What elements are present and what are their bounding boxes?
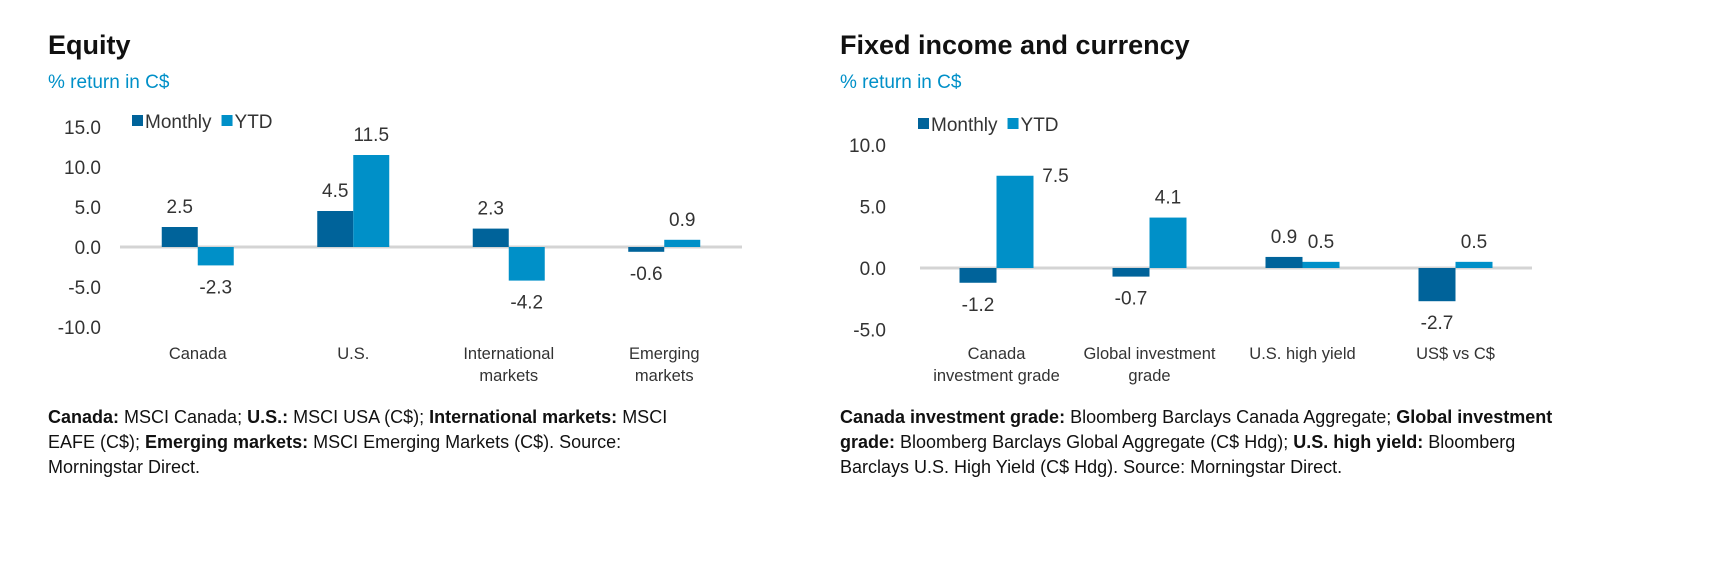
y-tick-label: 10.0 [64,158,101,179]
bar-monthly [1265,256,1303,268]
y-tick-label: 5.0 [75,198,101,219]
footnote-text: MSCI Emerging Markets (C$). Source: Morn… [48,432,622,477]
x-tick-label: investment grade [933,367,1060,385]
x-tick-label: Canada [968,345,1027,363]
bar-monthly [628,247,665,252]
footnote-text: MSCI EAFE (C$); [48,407,668,452]
x-tick-label: U.S. high yield [1249,345,1355,363]
y-tick-label: 0.0 [75,238,101,259]
bar-monthly [959,268,997,283]
footnote-term: U.S. high yield: [1293,432,1424,452]
x-tick-label: markets [479,367,538,385]
footnote-text: Bloomberg Barclays U.S. High Yield (C$ H… [840,432,1516,477]
y-tick-label: 5.0 [860,198,886,219]
data-label: -2.3 [199,277,232,298]
data-label: 2.5 [167,197,193,218]
bar-monthly [161,227,198,247]
legend-label: YTD [1021,115,1059,136]
bar-ytd [664,239,701,247]
bar-monthly [1418,268,1456,302]
equity-title: Equity [48,30,131,60]
bar-ytd [1302,261,1340,268]
footnote-term: Canada investment grade: [840,407,1066,427]
bar-ytd [996,175,1034,268]
legend-label: Monthly [145,112,212,133]
data-label: 4.1 [1155,188,1181,209]
data-label: 4.5 [322,181,348,202]
footnote-text: MSCI Canada; [119,407,248,427]
bar-monthly [317,211,354,247]
equity-subtitle: % return in C$ [48,72,170,93]
legend-swatch-ytd [1007,118,1019,129]
data-label: -2.7 [1421,313,1454,334]
bar-ytd [1149,217,1187,268]
x-tick-label: US$ vs C$ [1416,345,1495,363]
y-tick-label: -5.0 [68,278,101,299]
footnote-term: Emerging markets: [145,432,309,452]
footnote-text: MSCI USA (C$); [288,407,430,427]
data-label: -4.2 [510,293,543,314]
y-tick-label: 10.0 [849,136,886,157]
data-label: 2.3 [478,199,504,220]
bar-ytd [508,247,545,281]
legend-label: Monthly [931,115,998,136]
legend-swatch-monthly [132,115,143,126]
x-tick-label: Emerging [629,345,700,363]
data-label: -1.2 [962,295,995,316]
footnote-text: Bloomberg Barclays Canada Aggregate; [1065,407,1397,427]
data-label: 0.9 [1271,227,1297,248]
fixed-income-footnote: Canada investment grade: Bloomberg Barcl… [840,405,1560,480]
footnote-term: Canada: [48,407,120,427]
legend-swatch-monthly [918,118,929,129]
data-label: 0.9 [669,210,695,231]
data-label: 0.5 [1308,232,1334,253]
data-label: -0.7 [1115,289,1148,310]
x-tick-label: U.S. [337,345,369,363]
footnote-term: International markets: [429,407,618,427]
y-tick-label: 15.0 [64,118,101,139]
data-label: 7.5 [1042,166,1068,187]
x-tick-label: grade [1128,367,1170,385]
data-label: -0.6 [630,264,663,285]
footnote-term: Global investment grade: [840,407,1553,452]
y-tick-label: -10.0 [58,318,101,339]
bar-ytd [1455,261,1493,268]
bar-monthly [472,228,509,247]
fixed-income-subtitle: % return in C$ [840,72,962,93]
x-tick-label: markets [635,367,694,385]
bar-monthly [1112,268,1150,277]
charts: 15.0 10.0 5.0 0.0 -5.0 -10.0 2.5 -2.3 Canada 4.5 1… [58,112,1532,385]
footnote-text: Bloomberg Barclays Global Aggregate (C$ … [895,432,1294,452]
x-tick-label: Global investment [1083,345,1215,363]
data-label: 11.5 [353,125,389,146]
fixed-income-title: Fixed income and currency [840,30,1190,60]
data-label: 0.5 [1461,232,1487,253]
x-tick-label: International [463,345,554,363]
x-tick-label: Canada [169,345,228,363]
y-tick-label: -5.0 [853,321,886,342]
legend-swatch-ytd [221,115,233,126]
y-tick-label: 0.0 [860,259,886,280]
legend-label: YTD [235,112,273,133]
equity-footnote: Canada: MSCI Canada; U.S.: MSCI USA (C$)… [48,405,698,480]
bar-ytd [353,155,390,247]
footnote-term: U.S.: [247,407,289,427]
bar-ytd [197,247,234,266]
